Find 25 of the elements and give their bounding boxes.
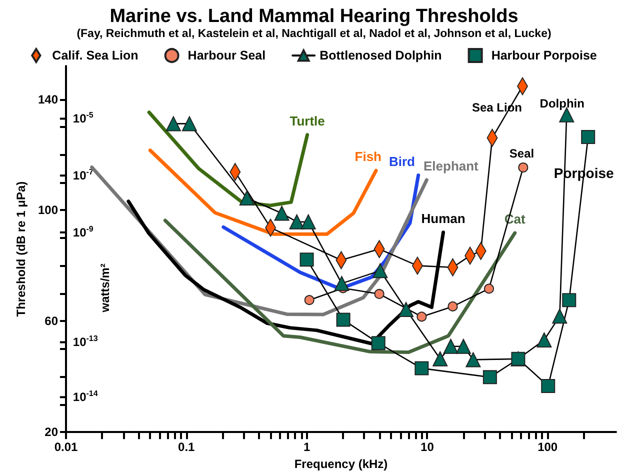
legend-label: Harbour Seal xyxy=(188,48,266,62)
x-tick-label: 10 xyxy=(420,440,434,454)
series-label: Fish xyxy=(354,149,382,164)
y-tick-label: 140 xyxy=(38,92,58,106)
legend-label: Bottlenosed Dolphin xyxy=(320,48,442,62)
annotation: watts/m² xyxy=(98,264,112,314)
y-tick-label: 60 xyxy=(44,314,58,328)
chart-title: Marine vs. Land Mammal Hearing Thresholds xyxy=(110,6,518,27)
series-label: Bird xyxy=(388,154,416,169)
chart-subtitle: (Fay, Reichmuth et al, Kastelein et al, Nachtigall et al, Nadol et al, Johnson et al, Lucke) xyxy=(76,28,552,40)
x-tick-label: 100 xyxy=(538,440,558,454)
series-label: Elephant xyxy=(423,158,480,174)
x-tick-label: 1 xyxy=(303,440,310,454)
legend-label: Calif. Sea Lion xyxy=(52,48,138,62)
annotation: Dolphin xyxy=(540,96,584,110)
series-label: Turtle xyxy=(290,113,325,128)
x-axis-title: Frequency (kHz) xyxy=(294,457,388,471)
y-axis-title: Threshold (dB re 1 μPa) xyxy=(14,181,28,317)
x-tick-label: 0.1 xyxy=(178,440,196,454)
legend-label: Harbour Porpoise xyxy=(491,48,597,62)
annotation: Seal xyxy=(509,146,534,160)
y-tick-label: 20 xyxy=(44,425,58,440)
y-tick-label: 100 xyxy=(38,203,58,218)
x-tick-label: 0.01 xyxy=(54,440,78,454)
series-label: Human xyxy=(421,210,466,226)
